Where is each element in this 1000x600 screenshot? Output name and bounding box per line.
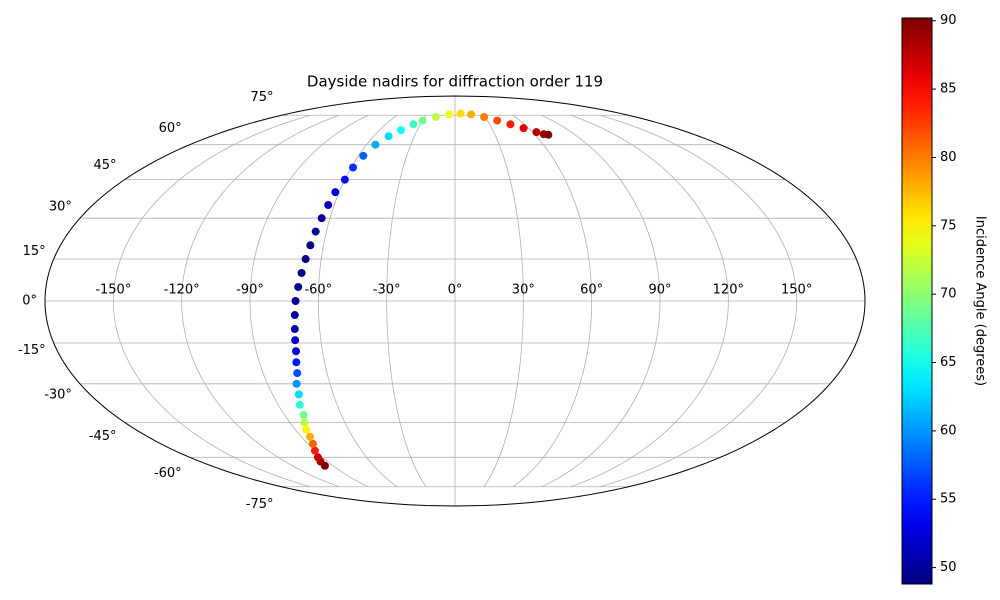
colorbar-tick-label: 55 [940, 492, 957, 507]
data-point [292, 379, 301, 388]
y-tick-label: -30° [44, 387, 72, 402]
colorbar-tick-label: 70 [940, 287, 957, 302]
y-tick-label: 75° [250, 90, 273, 105]
data-point [431, 112, 440, 121]
data-point [301, 255, 310, 264]
data-point [302, 425, 311, 434]
data-point [297, 268, 306, 277]
y-tick-label: -75° [246, 497, 274, 512]
colorbar-label: Incidence Angle (degrees) [973, 216, 988, 386]
data-point [294, 282, 303, 291]
data-point [493, 116, 502, 125]
y-tick-label: 15° [23, 244, 46, 259]
x-tick-label: 150° [781, 283, 812, 298]
x-tick-label: 120° [713, 283, 744, 298]
data-point [456, 109, 465, 118]
data-point [409, 120, 418, 129]
data-point [480, 112, 489, 121]
colorbar-tick-label: 85 [940, 82, 957, 97]
y-tick-label: -60° [154, 466, 182, 481]
data-point [293, 369, 302, 378]
y-tick-label: -15° [18, 343, 46, 358]
data-point [294, 390, 303, 399]
x-tick-label: 90° [648, 283, 671, 298]
data-point [359, 151, 368, 160]
data-point [371, 140, 380, 149]
y-tick-label: -45° [89, 429, 117, 444]
x-tick-label: -90° [236, 283, 264, 298]
data-point [324, 201, 333, 210]
data-point [290, 325, 299, 334]
chart-title: Dayside nadirs for diffraction order 119 [307, 73, 603, 91]
data-point [317, 214, 326, 223]
y-tick-label: 60° [159, 121, 182, 136]
data-point [331, 188, 340, 197]
data-point [506, 120, 515, 129]
data-point [306, 432, 315, 441]
data-point [300, 418, 309, 427]
data-point [310, 446, 319, 455]
data-point [306, 241, 315, 250]
map-outline [44, 95, 866, 507]
x-tick-label: 60° [580, 283, 603, 298]
colorbar [901, 17, 933, 585]
data-point [291, 297, 300, 305]
data-point [532, 128, 541, 137]
x-tick-label: 30° [512, 283, 535, 298]
colorbar-tick-label: 50 [940, 560, 957, 575]
data-point [396, 126, 405, 135]
data-point [445, 110, 454, 119]
data-point [292, 347, 301, 356]
colorbar-tick-label: 75 [940, 218, 957, 233]
colorbar-tick-label: 90 [940, 13, 957, 28]
data-point [349, 163, 358, 172]
data-point [340, 175, 349, 184]
data-point [299, 410, 308, 419]
data-point [311, 227, 320, 236]
x-tick-label: -60° [304, 283, 332, 298]
y-tick-label: 45° [94, 158, 117, 173]
colorbar-tick-label: 60 [940, 423, 957, 438]
data-point [544, 130, 553, 139]
y-tick-label: 0° [22, 294, 37, 309]
data-point [384, 132, 393, 141]
data-point [290, 311, 299, 320]
data-point [467, 110, 476, 119]
colorbar-tick-label: 65 [940, 355, 957, 370]
data-point [292, 358, 301, 367]
x-tick-label: -30° [373, 283, 401, 298]
x-tick-label: -120° [164, 283, 200, 298]
colorbar-tick-label: 80 [940, 150, 957, 165]
data-point [418, 116, 427, 125]
data-point [519, 124, 528, 133]
y-tick-label: 30° [49, 200, 72, 215]
data-point [308, 439, 317, 448]
data-point [295, 400, 304, 409]
data-point [313, 453, 322, 462]
x-tick-label: 0° [448, 283, 463, 298]
data-point [291, 336, 300, 345]
x-tick-label: -150° [95, 283, 131, 298]
